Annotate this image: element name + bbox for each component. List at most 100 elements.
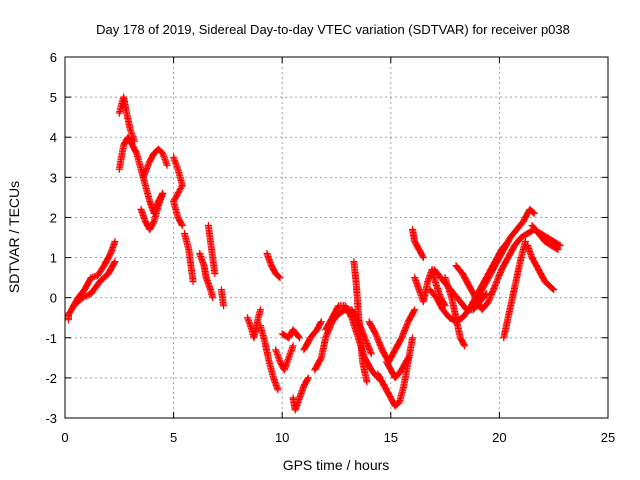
data-point-markers — [196, 250, 207, 268]
data-point-markers — [257, 322, 268, 344]
data-point-markers — [313, 318, 325, 334]
data-point-markers — [261, 338, 273, 364]
data-point-markers — [441, 274, 455, 300]
data-point-markers — [100, 251, 114, 270]
data-point-markers — [372, 330, 385, 352]
y-tick-label: 5 — [50, 90, 57, 105]
data-point-markers — [478, 299, 491, 314]
data-point-markers — [487, 259, 500, 278]
data-point-markers — [207, 238, 216, 260]
data-point-markers — [532, 262, 544, 276]
data-point-markers — [452, 262, 465, 276]
data-point-markers — [485, 283, 498, 306]
data-point-markers — [87, 279, 103, 298]
y-axis-label: SDTVAR / TECUs — [6, 181, 22, 293]
data-point-markers — [328, 303, 342, 322]
x-tick-label: 5 — [170, 430, 177, 445]
y-tick-label: -3 — [45, 411, 57, 426]
data-point-markers — [374, 370, 388, 389]
data-point-markers — [391, 335, 405, 354]
data-point-markers — [432, 294, 446, 312]
data-point-markers — [404, 306, 419, 326]
data-point-markers — [396, 384, 407, 406]
y-tick-label: 3 — [50, 170, 57, 185]
data-point-markers — [365, 318, 379, 336]
x-tick-label: 25 — [601, 430, 615, 445]
data-point-markers — [300, 335, 314, 354]
data-point-markers — [272, 270, 284, 282]
data-point-markers — [380, 382, 394, 401]
data-point-markers — [270, 374, 282, 394]
data-point-markers — [141, 181, 153, 204]
data-point-markers — [254, 306, 264, 322]
data-point-markers — [267, 262, 279, 276]
data-point-markers — [306, 327, 320, 342]
x-tick-label: 0 — [61, 430, 68, 445]
data-point-markers — [126, 125, 138, 145]
data-point-markers — [181, 230, 192, 252]
data-point-markers — [550, 238, 564, 249]
data-point-markers — [243, 314, 255, 332]
y-tick-label: 1 — [50, 251, 57, 266]
x-axis-label: GPS time / hours — [283, 457, 390, 473]
data-point-markers — [500, 315, 512, 342]
data-point-markers — [200, 262, 210, 280]
x-tick-label: 20 — [492, 430, 506, 445]
data-point-markers — [128, 141, 140, 156]
y-tick-label: 0 — [50, 291, 57, 306]
data-point-markers — [506, 227, 520, 241]
data-point-markers — [139, 159, 153, 181]
plot-frame — [64, 56, 609, 419]
data-point-markers — [450, 290, 463, 304]
data-point-markers — [504, 243, 518, 262]
data-point-markers — [202, 274, 214, 292]
x-tick-label: 15 — [384, 430, 398, 445]
data-point-markers — [391, 399, 402, 410]
data-point-markers — [504, 295, 516, 322]
y-tick-label: 2 — [50, 210, 57, 225]
data-point-markers — [352, 278, 362, 312]
data-point-markers — [115, 143, 127, 173]
data-point-markers — [124, 133, 136, 148]
data-point-markers — [361, 334, 375, 358]
data-point-markers — [430, 266, 444, 280]
data-point-markers — [513, 255, 525, 282]
data-point-markers — [146, 151, 157, 165]
data-point-markers — [383, 358, 394, 372]
data-point-markers — [508, 275, 520, 302]
data-point-markers — [300, 374, 312, 390]
data-point-markers — [170, 197, 181, 220]
data-point-markers — [541, 278, 552, 289]
data-point-markers — [411, 274, 422, 292]
data-point-markers — [359, 358, 371, 386]
data-point-markers — [94, 263, 107, 280]
data-point-markers — [526, 205, 538, 217]
data-point-markers — [474, 283, 487, 302]
data-point-markers — [187, 262, 197, 286]
data-point-markers — [500, 235, 513, 253]
data-point-markers — [185, 246, 195, 268]
data-point-markers — [415, 246, 427, 262]
data-point-markers — [411, 238, 422, 252]
grid-layer — [65, 57, 608, 418]
data-point-markers — [107, 238, 119, 257]
data-point-markers — [70, 295, 85, 310]
data-point-markers — [528, 222, 541, 236]
data-point-markers — [548, 242, 562, 253]
data-point-markers — [491, 267, 505, 290]
data-point-markers — [317, 335, 329, 362]
data-point-markers — [122, 105, 134, 132]
data-point-markers — [498, 255, 511, 274]
data-point-markers — [543, 234, 556, 245]
data-point-markers — [154, 189, 167, 209]
data-point-markers — [465, 282, 479, 300]
data-point-markers — [174, 165, 186, 188]
x-tick-label: 10 — [275, 430, 289, 445]
data-point-markers — [250, 315, 262, 342]
ticks-layer: 0 5 10 15 20 25 -3 -2 -1 0 1 2 3 4 5 6 — [45, 50, 615, 445]
data-point-markers — [398, 319, 412, 342]
data-point-markers — [350, 258, 360, 284]
data-point-markers — [448, 294, 460, 320]
data-point-markers — [133, 149, 145, 172]
data-point-markers — [513, 219, 526, 233]
